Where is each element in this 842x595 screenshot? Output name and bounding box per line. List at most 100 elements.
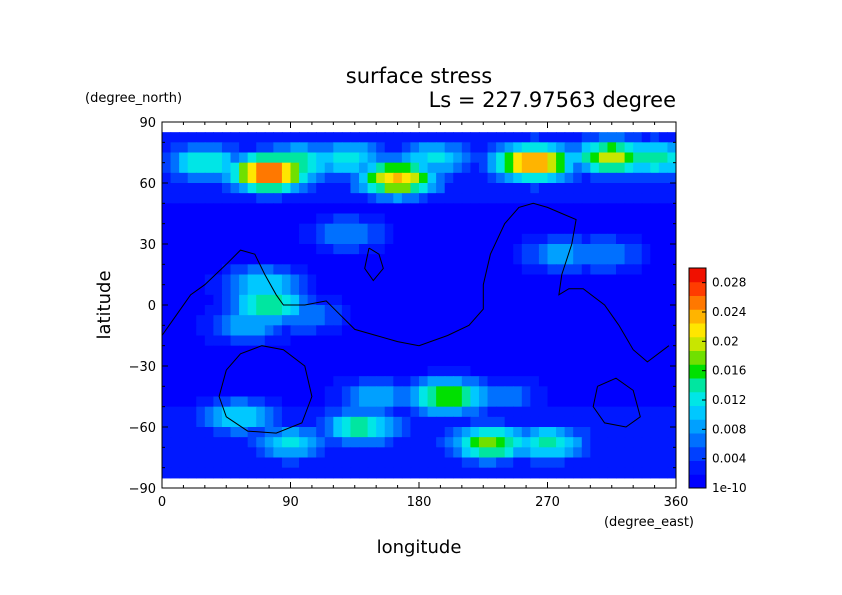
heatmap-cell [264, 132, 274, 143]
heatmap-cell [410, 467, 420, 479]
heatmap-cell [307, 294, 317, 306]
heatmap-cell [204, 437, 214, 448]
heatmap-cell [213, 213, 223, 225]
heatmap-cell [221, 183, 232, 194]
heatmap-cell [401, 335, 412, 347]
heatmap-cell [273, 366, 283, 377]
heatmap-cell [162, 213, 172, 225]
heatmap-cell [453, 203, 463, 215]
heatmap-cell [504, 294, 514, 306]
heatmap-cell [547, 386, 557, 398]
heatmap-cell [196, 467, 206, 479]
heatmap-cell [453, 345, 463, 357]
heatmap-cell [633, 172, 643, 184]
heatmap-cell [419, 264, 429, 276]
heatmap-cell [444, 233, 454, 245]
heatmap-cell [436, 437, 446, 448]
heatmap-cell [221, 396, 232, 408]
colorbar-segment [689, 419, 706, 434]
heatmap-cell [616, 457, 626, 469]
heatmap-cell [521, 335, 531, 347]
heatmap-cell [324, 233, 334, 245]
heatmap-cell [204, 386, 214, 398]
heatmap-cell [624, 172, 634, 184]
heatmap-cell [530, 244, 540, 255]
heatmap-cell [521, 376, 531, 387]
heatmap-cell [470, 264, 480, 276]
heatmap-cell [419, 244, 429, 255]
heatmap-cell [616, 193, 626, 204]
heatmap-cell [307, 254, 317, 265]
heatmap-cell [436, 376, 446, 387]
heatmap-cell [461, 447, 471, 459]
heatmap-cell [410, 254, 420, 265]
heatmap-cell [350, 172, 360, 184]
heatmap-cell [179, 386, 189, 398]
heatmap-cell [299, 366, 309, 377]
heatmap-cell [213, 223, 223, 235]
colorbar-tick-label: 0.02 [712, 334, 739, 348]
heatmap-cell [658, 203, 669, 215]
heatmap-cell [376, 223, 386, 235]
heatmap-cell [470, 132, 480, 143]
heatmap-cell [598, 376, 609, 387]
heatmap-cell [367, 193, 377, 204]
heatmap-cell [247, 183, 257, 194]
heatmap-cell [641, 366, 651, 377]
heatmap-cell [170, 162, 180, 174]
heatmap-cell [478, 447, 489, 459]
heatmap-cell [521, 254, 531, 265]
heatmap-cell [564, 355, 574, 367]
heatmap-cell [324, 193, 334, 204]
heatmap-cell [281, 437, 292, 448]
heatmap-cell [333, 132, 343, 143]
heatmap-cell [556, 376, 566, 387]
heatmap-cell [196, 172, 206, 184]
heatmap-cell [461, 416, 471, 428]
heatmap-cell [419, 396, 429, 408]
heatmap-cell [641, 396, 651, 408]
heatmap-cell [478, 193, 489, 204]
heatmap-cell [273, 254, 283, 265]
heatmap-cell [179, 315, 189, 326]
heatmap-cell [341, 355, 352, 367]
chart-title: surface stress [346, 64, 492, 88]
heatmap-cell [658, 193, 669, 204]
heatmap-cell [444, 264, 454, 276]
heatmap-cell [221, 132, 232, 143]
heatmap-cell [444, 366, 454, 377]
heatmap-cell [281, 183, 292, 194]
heatmap-cell [359, 162, 369, 174]
heatmap-cell [590, 427, 600, 438]
heatmap-cell [376, 345, 386, 357]
heatmap-cell [307, 315, 317, 326]
heatmap-cell [496, 447, 506, 459]
chart-subtitle: Ls = 227.97563 degree [429, 88, 676, 112]
heatmap-cell [427, 132, 437, 143]
heatmap-cell [324, 447, 334, 459]
heatmap-cell [419, 467, 429, 479]
heatmap-cell [624, 223, 634, 235]
heatmap-cell [598, 132, 609, 143]
heatmap-cell [658, 345, 669, 357]
heatmap-cell [350, 284, 360, 296]
y-units-label: (degree_north) [85, 91, 182, 106]
heatmap-cell [213, 335, 223, 347]
heatmap-cell [230, 213, 240, 225]
heatmap-cell [307, 183, 317, 194]
heatmap-cell [573, 305, 583, 316]
heatmap-cell [641, 376, 651, 387]
heatmap-cell [376, 142, 386, 154]
heatmap-cell [590, 355, 600, 367]
heatmap-cell [170, 142, 180, 154]
heatmap-cell [410, 264, 420, 276]
heatmap-cell [521, 345, 531, 357]
heatmap-cell [521, 325, 531, 337]
colorbar-min-label: 1e-10 [712, 481, 747, 495]
heatmap-cell [436, 203, 446, 215]
heatmap-cell [667, 254, 676, 265]
heatmap-cell [496, 132, 506, 143]
heatmap-cell [410, 315, 420, 326]
heatmap-cell [667, 406, 676, 418]
heatmap-cell [616, 416, 626, 428]
